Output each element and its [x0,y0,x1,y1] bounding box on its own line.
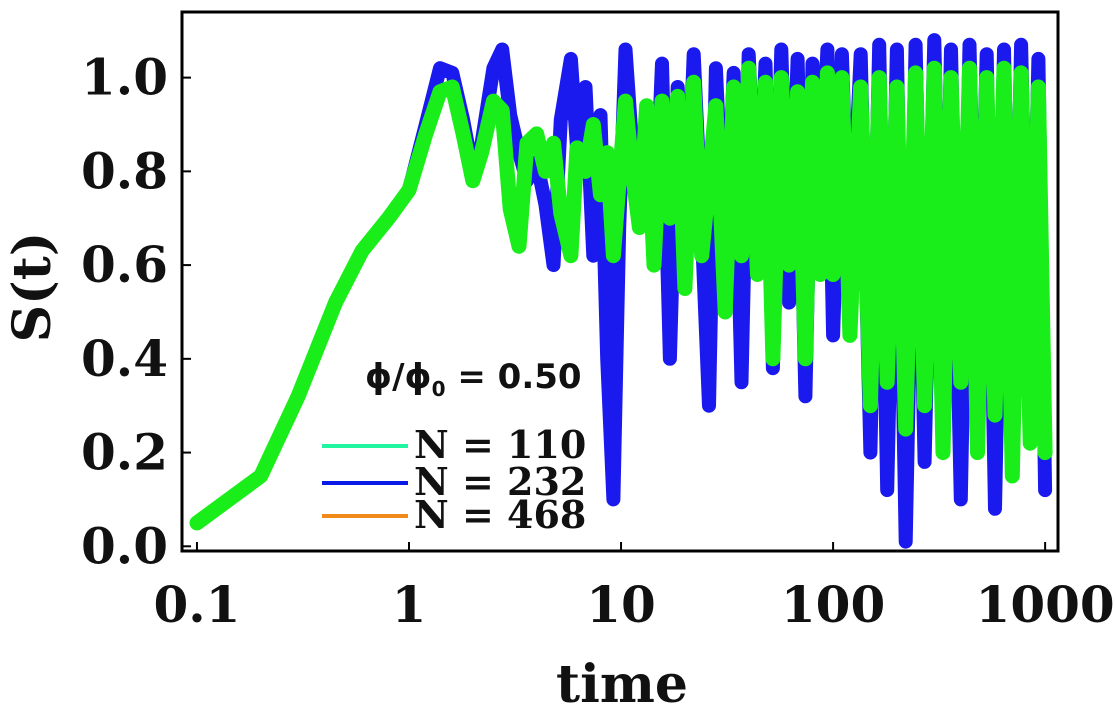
x-axis-label: time [556,654,688,715]
series-line-n-110 [189,60,1053,531]
x-tick-label: 100 [781,575,885,634]
y-tick-label: 0.8 [81,141,168,200]
y-tick-label: 0.0 [81,516,168,575]
x-tick-label: 0.1 [153,575,240,634]
phi-annotation-sub: 0 [432,377,446,401]
y-tick-label: 1.0 [81,48,168,107]
x-tick-label: 1 [392,575,427,634]
legend-label-n468: N = 468 [414,492,586,537]
y-tick-label: 0.4 [81,329,168,388]
plot-frame [180,10,1060,553]
y-axis-label: S(t) [2,232,63,343]
x-tick-label: 1000 [976,575,1115,634]
legend-label-n232: N = 232 [414,459,586,504]
phi-annotation: ϕ/ϕ0 = 0.50 [365,357,582,401]
x-tick-label: 10 [586,575,656,634]
phi-annotation-main: ϕ/ϕ [365,357,432,397]
tick-layer: 0.1 1 10 100 1000 0.0 0.2 0.4 0.6 0.8 1.0 [81,48,1115,634]
legend-label-n110: N = 110 [414,422,586,467]
series-layer [189,33,1053,549]
y-tick-label: 0.2 [81,423,168,482]
legend: N = 110 N = 232 N = 468 [322,422,586,537]
y-tick-label: 0.6 [81,235,168,294]
phi-annotation-value: = 0.50 [446,357,582,397]
